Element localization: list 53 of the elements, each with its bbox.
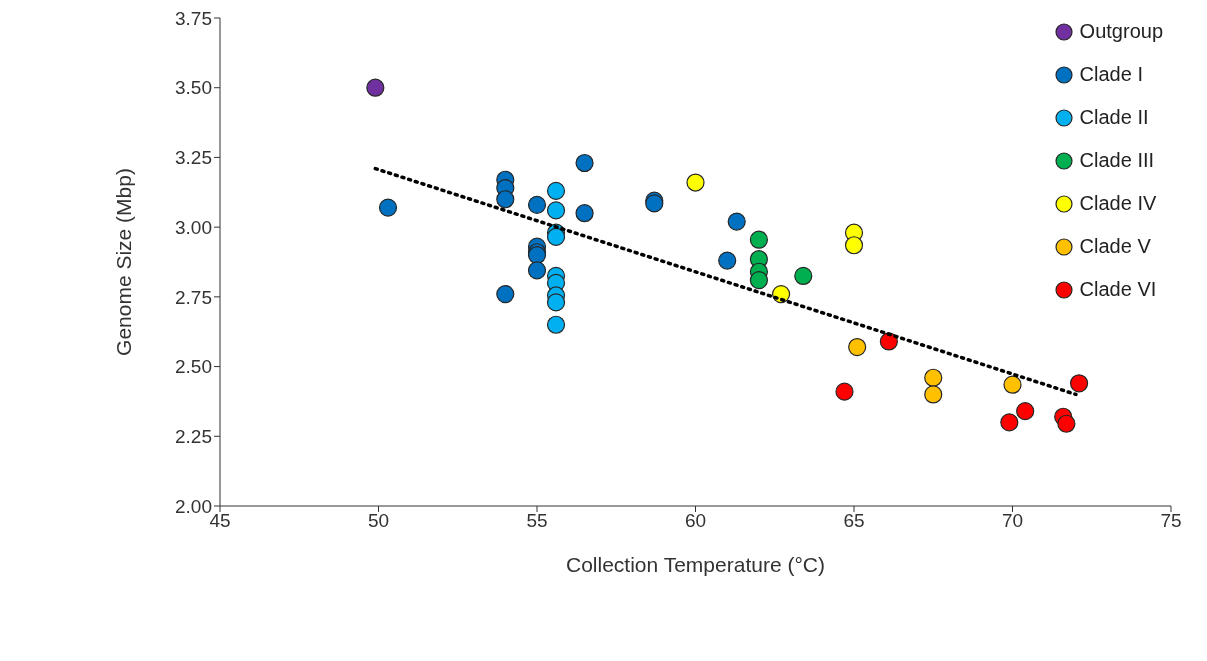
point [749, 271, 768, 290]
point [1003, 375, 1022, 394]
y-tick-label: 2.50 [175, 356, 212, 378]
point [546, 201, 566, 220]
y-tick-label: 3.25 [175, 147, 212, 169]
y-tick-label: 2.25 [175, 426, 212, 448]
point [924, 368, 943, 387]
x-axis-title: Collection Temperature (°C) [566, 553, 825, 576]
legend-label: Clade I [1079, 63, 1143, 86]
point [575, 153, 594, 173]
legend-label: Clade V [1079, 235, 1151, 258]
x-tick-label: 50 [367, 510, 390, 532]
point [794, 266, 813, 286]
point [546, 315, 566, 334]
y-tick-label: 3.00 [175, 216, 212, 238]
point [686, 173, 705, 192]
point [835, 382, 854, 401]
point [727, 212, 746, 231]
point [844, 236, 864, 255]
y-tick-label: 2.75 [175, 286, 212, 308]
point [718, 251, 737, 270]
legend-label: Clade VI [1079, 278, 1157, 301]
point [366, 78, 385, 97]
point [546, 293, 566, 312]
point [527, 195, 547, 214]
point [1016, 402, 1035, 421]
point [496, 284, 515, 304]
point [527, 261, 547, 280]
point [924, 385, 943, 404]
point [378, 198, 398, 217]
point [749, 230, 768, 249]
point [496, 190, 515, 209]
point [1069, 374, 1089, 393]
point [575, 204, 594, 223]
y-axis-title: Genome Size (Mbp) [112, 168, 136, 356]
point [879, 332, 898, 351]
point [546, 227, 566, 246]
x-tick-label: 70 [1001, 510, 1024, 532]
y-tick-label: 2.00 [175, 495, 212, 517]
legend-label: Clade II [1079, 106, 1149, 129]
point [546, 181, 566, 200]
y-tick-label: 3.50 [175, 77, 212, 99]
x-tick-label: 75 [1160, 510, 1182, 532]
point [1000, 413, 1019, 432]
legend-label: Clade III [1079, 149, 1155, 172]
point [848, 337, 867, 357]
x-tick-label: 60 [684, 510, 707, 532]
point [1057, 414, 1076, 433]
x-tick-label: 55 [526, 510, 548, 532]
x-tick-label: 65 [843, 510, 865, 532]
y-tick-label: 3.75 [175, 7, 212, 29]
legend-label: Outgroup [1079, 20, 1163, 43]
legend-label: Clade IV [1079, 192, 1157, 215]
